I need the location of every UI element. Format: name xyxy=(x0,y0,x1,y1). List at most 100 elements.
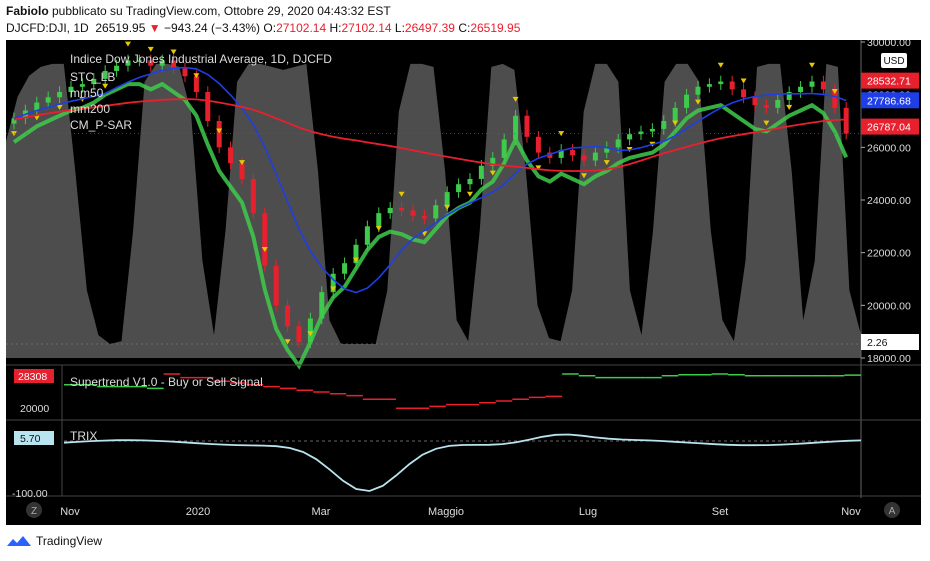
mm50-line xyxy=(13,66,847,294)
candle-body xyxy=(205,92,211,121)
change-value: −943.24 (−3.43%) xyxy=(163,21,261,35)
candle-body xyxy=(387,207,393,214)
sar-dot xyxy=(603,160,610,166)
candle-body xyxy=(752,97,758,106)
candle-body xyxy=(273,265,279,306)
legend-item-stc-lb: STC_LB xyxy=(70,70,115,84)
sar-dot xyxy=(216,128,223,134)
candle-body xyxy=(216,121,222,148)
sar-dot xyxy=(261,247,268,253)
candle-body xyxy=(433,205,439,219)
sar-dot xyxy=(124,41,131,47)
low-label: L: xyxy=(394,21,405,35)
candle-body xyxy=(307,318,313,343)
y-tick-label: 22000.00 xyxy=(867,248,911,260)
candle-body xyxy=(285,305,291,327)
price-chart[interactable]: Indice Dow Jones Industrial Average, 1D,… xyxy=(6,40,921,525)
publisher-line: Fabiolo pubblicato su TradingView.com, O… xyxy=(6,4,391,18)
price-label-box xyxy=(861,118,919,135)
sar-dot xyxy=(307,331,314,337)
price-label: 27786.68 xyxy=(867,95,911,107)
candle-body xyxy=(136,60,142,62)
candle-body xyxy=(570,149,576,156)
sar-dot xyxy=(398,191,405,197)
candle-body xyxy=(228,147,234,164)
sar-dot xyxy=(102,83,109,89)
trix-value-box xyxy=(14,431,54,445)
candle-body xyxy=(319,292,325,319)
sar-dot xyxy=(786,104,793,110)
open-label: O: xyxy=(263,21,277,35)
candle-body xyxy=(34,102,40,111)
sar-dot xyxy=(512,96,519,102)
candle-body xyxy=(193,76,199,93)
publisher-info: pubblicato su TradingView.com, Ottobre 2… xyxy=(48,4,391,18)
chart-title: Indice Dow Jones Industrial Average, 1D,… xyxy=(70,52,332,66)
candle-body xyxy=(649,128,655,132)
supertrend-tick: 20000 xyxy=(20,403,49,415)
candle-body xyxy=(102,70,108,79)
tradingview-logo-icon xyxy=(7,536,31,546)
candle-body xyxy=(296,326,302,343)
candle-body xyxy=(581,155,587,161)
legend-item-mm200: mm200 xyxy=(70,102,110,116)
legend-item-cm-p-sar: CM_P-SAR xyxy=(70,118,132,132)
zoom-button xyxy=(26,502,42,518)
candle-body xyxy=(456,184,462,193)
sar-dot xyxy=(763,120,770,126)
currency-box xyxy=(881,53,907,68)
sar-dot xyxy=(330,286,337,292)
y-tick-label: 30000.00 xyxy=(867,40,911,49)
candle-body xyxy=(250,178,256,214)
candle-body xyxy=(798,86,804,93)
auto-scale-label: A xyxy=(889,506,896,517)
y-tick-label: 20000.00 xyxy=(867,300,911,312)
candle-body xyxy=(638,131,644,135)
supertrend-title: Supertrend V1.0 - Buy or Sell Signal xyxy=(70,375,263,389)
ohlc-line: DJCFD:DJI, 1D 26519.95 ▼ −943.24 (−3.43%… xyxy=(6,21,520,35)
sar-dot xyxy=(694,99,701,105)
sar-dot xyxy=(558,131,565,137)
price-label: 26787.04 xyxy=(867,122,911,134)
candle-body xyxy=(171,60,177,69)
price-label-box xyxy=(861,334,919,350)
candle-body xyxy=(627,134,633,140)
price-label-box xyxy=(861,92,919,109)
candle-body xyxy=(820,81,826,90)
candle-body xyxy=(741,89,747,98)
candle-body xyxy=(342,263,348,274)
candle-body xyxy=(718,81,724,85)
sar-dot xyxy=(466,191,473,197)
candle-body xyxy=(410,210,416,216)
candle-body xyxy=(159,60,165,66)
legend-item-mm50: mm50 xyxy=(70,86,104,100)
zoom-button-label: Z xyxy=(31,506,37,517)
candle-body xyxy=(364,226,370,245)
candle-body xyxy=(592,152,598,161)
auto-scale-button xyxy=(884,502,900,518)
candle-body xyxy=(239,163,245,179)
candle-body xyxy=(114,65,120,71)
candle-body xyxy=(501,139,507,158)
high-value: 27102.14 xyxy=(341,21,392,35)
sar-dot xyxy=(717,62,724,68)
candle-body xyxy=(421,215,427,219)
sar-dot xyxy=(740,78,747,84)
candle-body xyxy=(262,213,268,266)
last-price: 26519.95 xyxy=(95,21,146,35)
price-label-box xyxy=(861,72,919,89)
candle-body xyxy=(11,118,17,124)
sar-dot xyxy=(56,104,63,110)
sar-dot xyxy=(672,120,679,126)
trix-tick: 5.70 xyxy=(20,433,41,445)
candle-body xyxy=(524,115,530,137)
candle-body xyxy=(182,68,188,77)
sar-dot xyxy=(170,49,177,55)
sar-dot xyxy=(284,339,291,345)
candle-body xyxy=(832,89,838,108)
candle-body xyxy=(843,107,849,134)
sar-dot xyxy=(535,165,542,171)
sar-dot xyxy=(489,170,496,176)
sar-dot xyxy=(352,257,359,263)
candles xyxy=(11,54,849,348)
